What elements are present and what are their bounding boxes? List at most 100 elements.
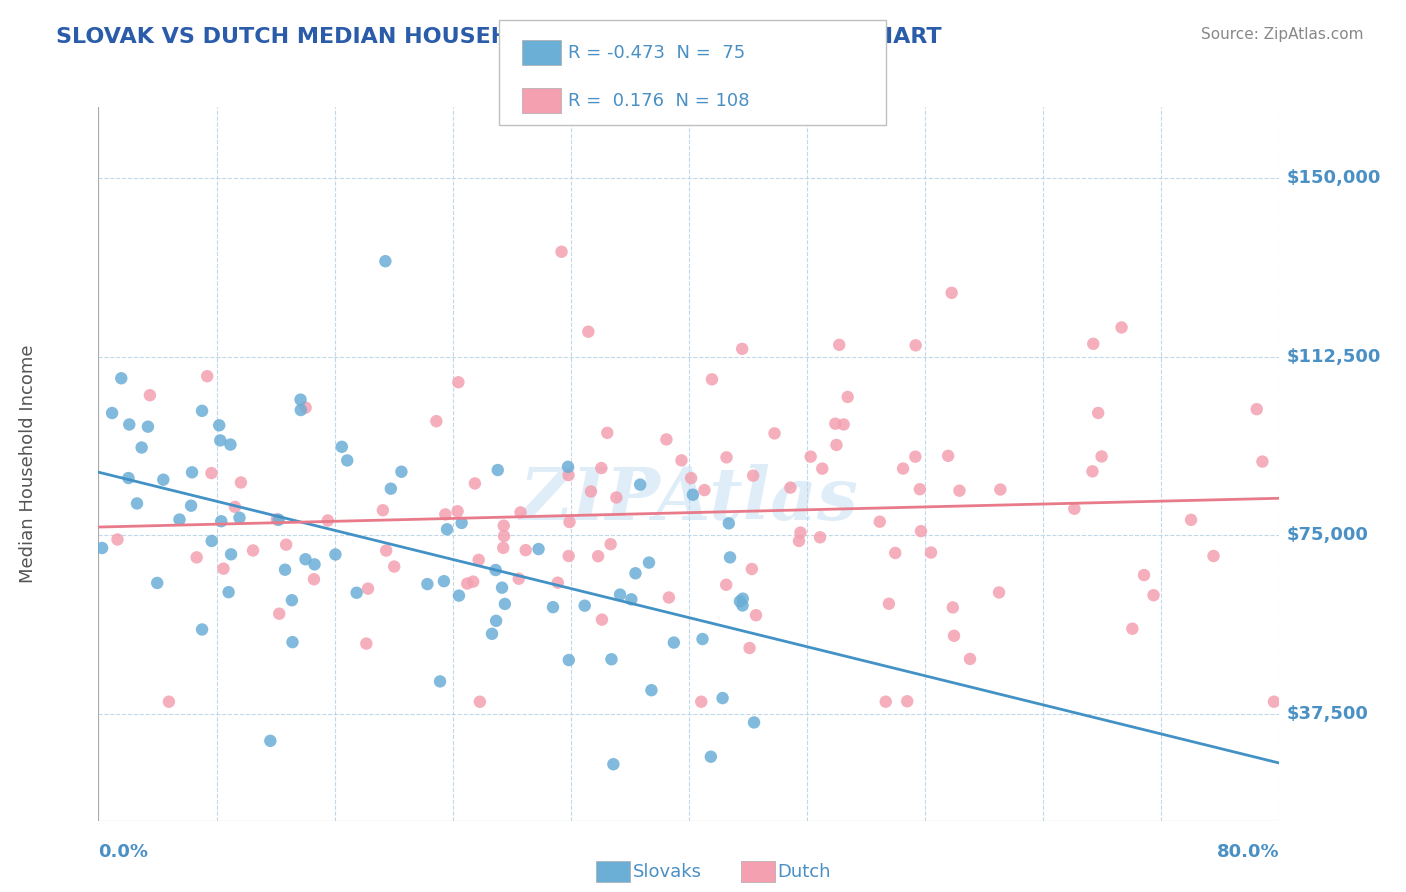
Point (741, 562, 763, 576)
Point (485, 614, 508, 628)
Point (1251, 454, 1274, 468)
Point (464, 476, 486, 491)
Point (527, 542, 550, 557)
Point (875, 695, 897, 709)
Point (491, 581, 513, 595)
Point (1121, 622, 1143, 636)
Point (481, 627, 503, 641)
Point (436, 522, 458, 536)
Point (910, 524, 932, 538)
Point (209, 514, 232, 528)
Point (180, 499, 202, 513)
Point (1133, 568, 1156, 582)
Point (671, 453, 693, 467)
Point (574, 599, 596, 613)
Point (600, 652, 623, 666)
Point (638, 556, 661, 570)
Text: Median Household Income: Median Household Income (20, 344, 37, 583)
Point (557, 549, 579, 563)
Point (242, 543, 264, 558)
Point (716, 578, 738, 592)
Point (904, 450, 927, 464)
Point (716, 450, 738, 465)
Point (628, 477, 651, 491)
Point (191, 404, 214, 418)
Point (1063, 501, 1085, 516)
Text: Source: ZipAtlas.com: Source: ZipAtlas.com (1201, 27, 1364, 42)
Point (266, 512, 288, 526)
Point (717, 516, 740, 531)
Text: 0.0%: 0.0% (98, 843, 149, 861)
Point (1111, 320, 1133, 334)
Point (186, 550, 208, 565)
Point (110, 371, 132, 385)
Point (118, 417, 141, 432)
Point (824, 417, 846, 431)
Point (742, 468, 765, 483)
Text: SLOVAK VS DUTCH MEDIAN HOUSEHOLD INCOME CORRELATION CHART: SLOVAK VS DUTCH MEDIAN HOUSEHOLD INCOME … (56, 27, 942, 46)
Point (586, 549, 609, 564)
Point (494, 597, 516, 611)
Point (463, 574, 485, 589)
Point (218, 585, 240, 599)
Text: R =  0.176  N = 108: R = 0.176 N = 108 (568, 92, 749, 110)
Text: 80.0%: 80.0% (1216, 843, 1279, 861)
Point (389, 465, 412, 479)
Point (107, 533, 129, 547)
Point (787, 533, 810, 548)
Point (276, 538, 298, 552)
Point (195, 369, 218, 384)
Point (591, 613, 613, 627)
Point (429, 674, 451, 689)
Point (281, 635, 304, 649)
Point (486, 463, 509, 477)
Point (908, 482, 931, 496)
Point (609, 588, 631, 602)
Point (896, 694, 918, 708)
Point (602, 757, 624, 772)
Text: Dutch: Dutch (778, 863, 831, 881)
Point (1142, 588, 1164, 602)
Text: R = -0.473  N =  75: R = -0.473 N = 75 (568, 44, 745, 62)
Point (371, 503, 394, 517)
Point (1246, 402, 1268, 417)
Point (374, 254, 396, 268)
Point (117, 471, 139, 485)
Point (828, 338, 851, 352)
Point (336, 453, 359, 467)
Point (259, 734, 281, 748)
Point (693, 483, 716, 497)
Point (136, 419, 159, 434)
Point (718, 550, 741, 565)
Point (948, 483, 970, 498)
Point (91, 541, 114, 555)
Point (904, 338, 927, 352)
Point (425, 414, 447, 428)
Point (877, 597, 900, 611)
Point (1087, 406, 1109, 420)
Point (228, 510, 250, 524)
Point (811, 461, 834, 475)
Point (375, 543, 398, 558)
Point (269, 607, 291, 621)
Point (1263, 695, 1285, 709)
Point (557, 459, 579, 474)
Point (281, 593, 304, 607)
Point (936, 449, 959, 463)
Point (139, 388, 162, 402)
Point (450, 516, 472, 530)
Point (224, 500, 246, 514)
Text: $112,500: $112,500 (1286, 348, 1381, 366)
Point (356, 637, 378, 651)
Point (988, 585, 1011, 599)
Point (891, 461, 914, 475)
Point (456, 576, 478, 591)
Point (485, 563, 508, 577)
Point (662, 635, 685, 649)
Point (655, 433, 678, 447)
Point (101, 406, 124, 420)
Point (605, 491, 627, 505)
Point (728, 594, 751, 608)
Point (579, 484, 602, 499)
Point (1083, 336, 1105, 351)
